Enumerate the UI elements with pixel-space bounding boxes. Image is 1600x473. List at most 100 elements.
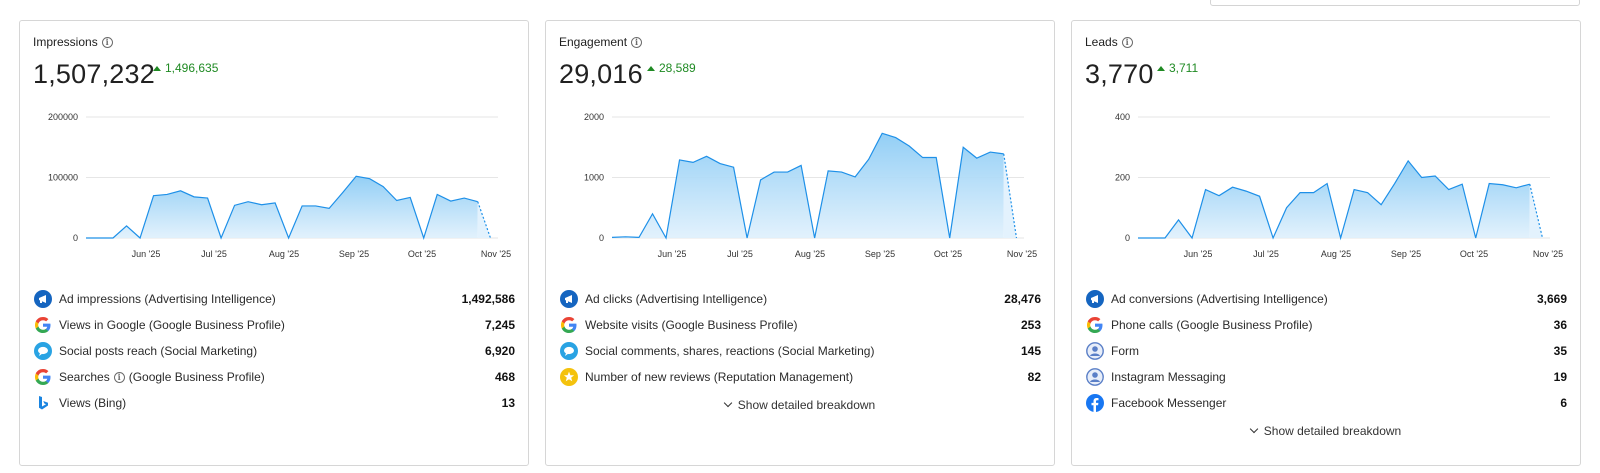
show-breakdown-label: Show detailed breakdown bbox=[737, 398, 876, 412]
row-label: Views (Bing) bbox=[59, 396, 502, 410]
x-tick-label: Aug '25 bbox=[269, 249, 299, 259]
row-value: 28,476 bbox=[1004, 292, 1041, 306]
row-label: Website visits (Google Business Profile) bbox=[585, 318, 1021, 332]
list-item: Ad conversions (Advertising Intelligence… bbox=[1085, 286, 1567, 312]
row-value: 13 bbox=[501, 396, 515, 410]
row-label: Ad clicks (Advertising Intelligence) bbox=[585, 292, 1004, 306]
y-tick-label: 0 bbox=[73, 233, 78, 243]
info-icon[interactable]: i bbox=[101, 36, 113, 48]
info-icon[interactable]: i bbox=[631, 36, 643, 48]
x-tick-label: Jul '25 bbox=[1253, 249, 1279, 259]
google-icon bbox=[33, 316, 52, 335]
x-tick-label: Jun '25 bbox=[658, 249, 687, 259]
series-line bbox=[86, 175, 478, 240]
series-area bbox=[612, 133, 1004, 238]
x-tick-label: Jun '25 bbox=[1184, 249, 1213, 259]
card-delta: 1,496,635 bbox=[153, 61, 218, 75]
chevron-down-icon bbox=[723, 398, 733, 408]
row-label: Ad impressions (Advertising Intelligence… bbox=[59, 292, 462, 306]
card-delta: 28,589 bbox=[647, 61, 696, 75]
show-breakdown-label: Show detailed breakdown bbox=[1263, 424, 1402, 438]
row-label-text: Ad conversions (Advertising Intelligence… bbox=[1111, 292, 1328, 306]
card-title-text: Leads bbox=[1085, 35, 1118, 49]
list-item: Ad clicks (Advertising Intelligence) 28,4… bbox=[559, 286, 1041, 312]
x-tick-label: Oct '25 bbox=[408, 249, 436, 259]
ad-intelligence-icon bbox=[33, 290, 52, 309]
x-tick-label: Aug '25 bbox=[795, 249, 825, 259]
x-tick-label: Sep '25 bbox=[865, 249, 895, 259]
row-value: 145 bbox=[1020, 344, 1041, 358]
row-value: 253 bbox=[1020, 318, 1041, 332]
row-label: Facebook Messenger bbox=[1111, 396, 1560, 410]
google-icon bbox=[33, 368, 52, 387]
card-title: Impressions i bbox=[33, 35, 113, 49]
card-total: 1,507,232 bbox=[33, 59, 155, 89]
ad-intelligence-icon bbox=[1085, 290, 1104, 309]
list-item: Facebook Messenger 6 bbox=[1085, 390, 1567, 416]
show-breakdown-button[interactable]: Show detailed breakdown bbox=[1085, 422, 1567, 440]
row-value: 6 bbox=[1560, 396, 1567, 410]
row-value: 1,492,586 bbox=[461, 292, 515, 306]
kpi-card-leads: Leads i 3,770 3,711 400 200 0 Jun '25 Jul '25 Aug… bbox=[1071, 20, 1581, 466]
x-tick-label: Jul '25 bbox=[727, 249, 753, 259]
list-item: Social comments, shares, reactions (Soci… bbox=[559, 338, 1041, 364]
breakdown-list: Ad impressions (Advertising Intelligence… bbox=[33, 286, 515, 416]
list-item: Views in Google (Google Business Profile… bbox=[33, 312, 515, 338]
y-tick-label: 0 bbox=[599, 233, 604, 243]
forecast-line bbox=[1529, 184, 1544, 239]
row-value: 6,920 bbox=[484, 344, 515, 358]
y-tick-label: 0 bbox=[1125, 233, 1130, 243]
list-item: Ad impressions (Advertising Intelligence… bbox=[33, 286, 515, 312]
list-item: Social posts reach (Social Marketing) 6,9… bbox=[33, 338, 515, 364]
info-icon[interactable]: i bbox=[1121, 36, 1133, 48]
row-label-suffix: (Google Business Profile) bbox=[128, 370, 265, 384]
x-tick-label: Sep '25 bbox=[339, 249, 369, 259]
row-label-text: Social posts reach (Social Marketing) bbox=[59, 344, 258, 358]
row-value: 35 bbox=[1553, 344, 1567, 358]
series-line bbox=[1138, 159, 1530, 241]
breakdown-list: Ad clicks (Advertising Intelligence) 28,4… bbox=[559, 286, 1041, 414]
x-tick-label: Sep '25 bbox=[1391, 249, 1421, 259]
breakdown-list: Ad conversions (Advertising Intelligence… bbox=[1085, 286, 1567, 440]
show-breakdown-button[interactable]: Show detailed breakdown bbox=[559, 396, 1041, 414]
forecast-line bbox=[477, 201, 492, 239]
series-area bbox=[86, 176, 478, 238]
row-label-text: Phone calls (Google Business Profile) bbox=[1111, 318, 1313, 332]
x-tick-label: Nov '25 bbox=[481, 249, 511, 259]
y-tick-label: 100000 bbox=[48, 173, 78, 183]
row-label-text: Views (Bing) bbox=[59, 396, 127, 410]
card-total: 3,770 bbox=[1085, 59, 1154, 89]
x-tick-label: Nov '25 bbox=[1007, 249, 1037, 259]
row-value: 3,669 bbox=[1536, 292, 1567, 306]
series-area bbox=[1138, 160, 1530, 238]
row-label: Social comments, shares, reactions (Soci… bbox=[585, 344, 1021, 358]
x-tick-label: Nov '25 bbox=[1533, 249, 1563, 259]
info-icon[interactable]: i bbox=[113, 371, 125, 383]
row-label-text: Form bbox=[1111, 344, 1139, 358]
row-label: Number of new reviews (Reputation Manage… bbox=[585, 370, 1028, 384]
x-tick-label: Oct '25 bbox=[1460, 249, 1488, 259]
card-delta-value: 3,711 bbox=[1169, 61, 1199, 75]
y-tick-label: 200000 bbox=[48, 112, 78, 122]
top-search-box[interactable] bbox=[1210, 0, 1580, 6]
row-label-text: Social comments, shares, reactions (Soci… bbox=[585, 344, 875, 358]
row-label-text: Ad clicks (Advertising Intelligence) bbox=[585, 292, 768, 306]
list-item: Website visits (Google Business Profile)… bbox=[559, 312, 1041, 338]
user-icon bbox=[1085, 368, 1104, 387]
list-item: Instagram Messaging 19 bbox=[1085, 364, 1567, 390]
list-item: Number of new reviews (Reputation Manage… bbox=[559, 364, 1041, 390]
card-delta-value: 1,496,635 bbox=[165, 61, 219, 75]
row-label-text: Instagram Messaging bbox=[1111, 370, 1226, 384]
google-icon bbox=[1085, 316, 1104, 335]
ad-intelligence-icon bbox=[559, 290, 578, 309]
row-label-text: Number of new reviews (Reputation Manage… bbox=[585, 370, 854, 384]
kpi-card-impressions: Impressions i 1,507,232 1,496,635 200000 1000… bbox=[19, 20, 529, 466]
bing-icon bbox=[33, 394, 52, 413]
card-title: Engagement i bbox=[559, 35, 643, 49]
x-tick-label: Oct '25 bbox=[934, 249, 962, 259]
y-tick-label: 1000 bbox=[584, 173, 604, 183]
row-label: Phone calls (Google Business Profile) bbox=[1111, 318, 1554, 332]
card-title-text: Impressions bbox=[33, 35, 98, 49]
trend-up-icon bbox=[1157, 65, 1165, 71]
chevron-down-icon bbox=[1249, 424, 1259, 434]
